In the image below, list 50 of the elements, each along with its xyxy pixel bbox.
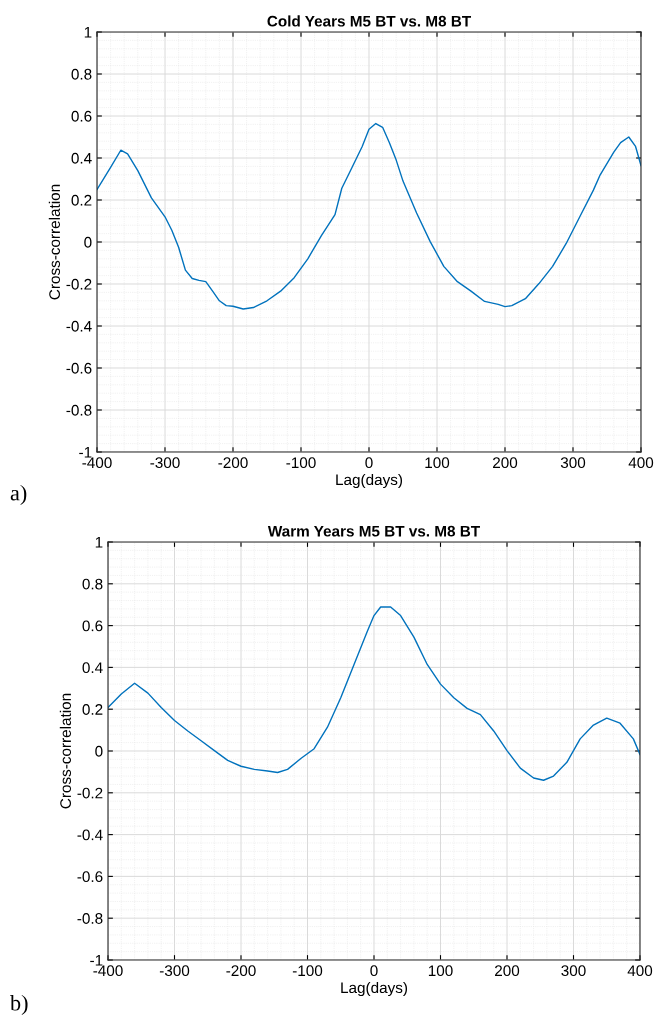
x-axis-title: Lag(days) (336, 473, 403, 489)
x-tick-label: -400 (82, 457, 112, 469)
y-tick-label: 0.4 (71, 152, 92, 164)
x-tick-label: 400 (627, 965, 653, 977)
text: a) (10, 484, 27, 506)
x-tick-label: -300 (150, 457, 180, 469)
line-series (108, 606, 640, 781)
y-tick-label: 0.2 (82, 704, 103, 715)
x-tick-label: 200 (493, 457, 518, 469)
x-tick-label: 300 (561, 965, 586, 977)
y-axis-title: Cross-correlation (48, 184, 61, 300)
y-tick-label: -0.2 (66, 278, 92, 290)
y-tick-label: -0.2 (77, 787, 103, 799)
line-series (97, 122, 641, 310)
x-tick-label: 400 (628, 457, 654, 469)
y-tick-label: 1 (84, 27, 92, 38)
y-tick-label: -0.4 (77, 829, 103, 841)
y-tick-label: 0.2 (71, 194, 92, 206)
text: b) (10, 994, 28, 1016)
y-axis-title: Cross-correlation (59, 693, 72, 809)
y-tick-label: -0.6 (77, 871, 103, 883)
x-tick-label: -100 (292, 965, 323, 977)
x-tick-label: 100 (428, 965, 453, 977)
x-tick-label: -300 (159, 965, 190, 977)
y-tick-label: -0.8 (77, 913, 103, 924)
chart-title: Cold Years M5 BT vs. M8 BT (267, 15, 472, 27)
x-tick-label: 0 (365, 457, 373, 469)
x-axis-title: Lag(days) (341, 981, 408, 997)
y-tick-label: 0 (84, 236, 92, 248)
x-tick-label: 300 (560, 457, 586, 469)
x-tick-label: -100 (286, 457, 316, 469)
y-tick-label: -0.4 (66, 320, 92, 332)
chart-title: Warm Years M5 BT vs. M8 BT (267, 525, 480, 537)
y-tick-label: -0.6 (66, 362, 92, 374)
y-tick-label: -1 (90, 955, 103, 966)
y-tick-label: 0.6 (82, 620, 103, 632)
y-tick-label: 0.8 (71, 68, 92, 80)
y-tick-label: 0.8 (82, 578, 103, 590)
x-tick-label: -200 (218, 457, 248, 469)
x-tick-label: -200 (226, 965, 256, 977)
y-tick-label: -0.8 (66, 404, 92, 416)
y-tick-label: 1 (95, 537, 103, 548)
x-tick-label: 200 (495, 965, 520, 977)
x-tick-label: 100 (425, 457, 450, 469)
y-tick-label: 0.6 (71, 110, 92, 122)
x-tick-label: 0 (370, 965, 378, 977)
y-tick-label: 0.4 (82, 662, 103, 674)
y-tick-label: -1 (79, 447, 92, 458)
x-tick-label: -400 (93, 965, 123, 977)
y-tick-label: 0 (95, 745, 103, 757)
